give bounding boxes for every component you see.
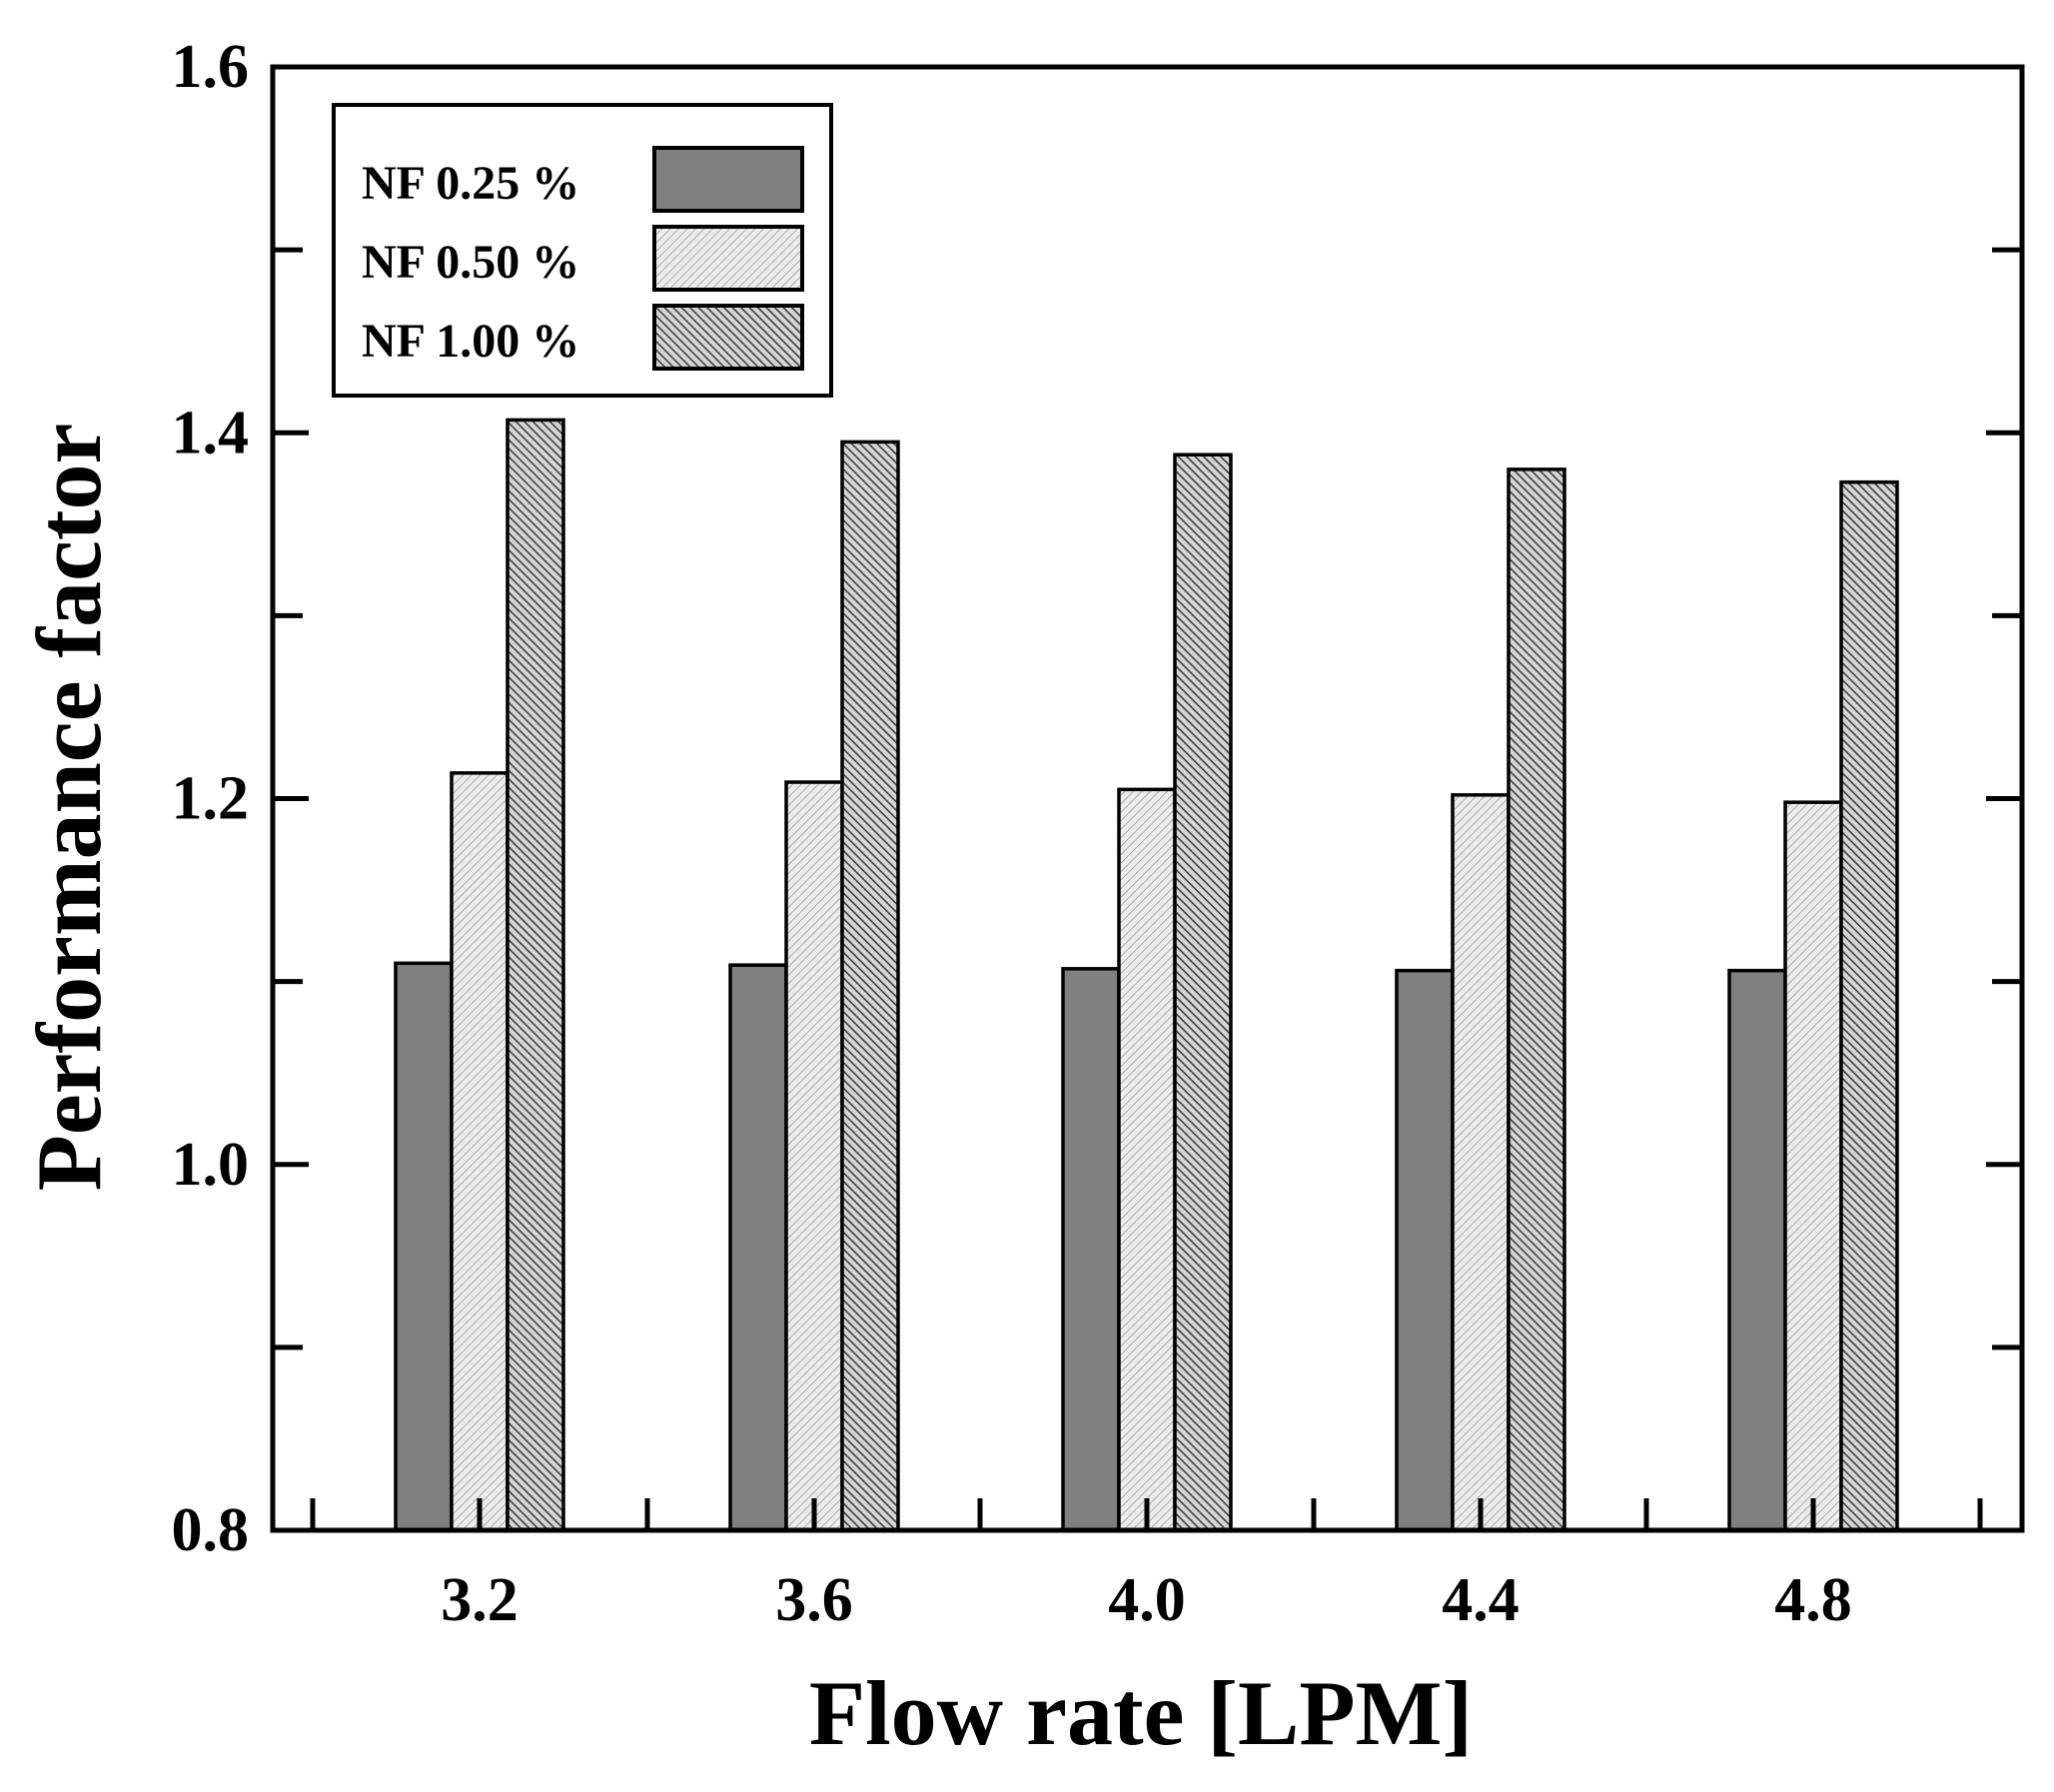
legend-label: NF 1.00 % bbox=[362, 315, 579, 368]
legend-label: NF 0.25 % bbox=[362, 157, 579, 210]
bar bbox=[728, 963, 788, 1532]
x-tick-label: 4.4 bbox=[1442, 1566, 1520, 1634]
plot-frame bbox=[270, 64, 2025, 1533]
bar bbox=[1061, 967, 1121, 1532]
bar bbox=[1839, 479, 1899, 1532]
y-tick-label: 1.6 bbox=[172, 33, 250, 101]
bar bbox=[1173, 452, 1233, 1532]
x-tick-labels: 3.2 3.6 4.0 4.4 4.8 bbox=[441, 1566, 1852, 1634]
bar bbox=[784, 780, 844, 1532]
legend: NF 0.25 % NF 0.50 % NF 1.00 % bbox=[332, 103, 833, 398]
x-tick-label: 3.2 bbox=[441, 1566, 518, 1634]
bar bbox=[1395, 968, 1455, 1532]
bar bbox=[1117, 787, 1177, 1532]
legend-label: NF 0.50 % bbox=[362, 236, 579, 289]
bar bbox=[1783, 800, 1843, 1532]
y-tick-labels: 0.8 1.0 1.2 1.4 1.6 bbox=[172, 33, 250, 1564]
x-tick-label: 4.0 bbox=[1108, 1566, 1186, 1634]
y-tick-label: 0.8 bbox=[172, 1496, 250, 1564]
x-tick-label: 3.6 bbox=[775, 1566, 853, 1634]
y-tick-label: 1.0 bbox=[172, 1131, 250, 1199]
ticks-group bbox=[273, 64, 2022, 1533]
legend-swatch bbox=[652, 304, 804, 371]
x-axis-title: Flow rate [LPM] bbox=[809, 1662, 1473, 1764]
bar bbox=[394, 961, 454, 1532]
bar bbox=[506, 418, 565, 1532]
bars-group bbox=[394, 418, 1899, 1532]
legend-swatch bbox=[652, 146, 804, 213]
bar bbox=[1507, 467, 1566, 1532]
y-axis-title: Performance factor bbox=[18, 424, 120, 1192]
bar bbox=[1451, 793, 1511, 1532]
bar bbox=[840, 440, 900, 1532]
y-tick-label: 1.4 bbox=[172, 399, 250, 466]
bar bbox=[450, 771, 510, 1532]
x-tick-label: 4.8 bbox=[1774, 1566, 1852, 1634]
bar bbox=[1727, 968, 1787, 1532]
legend-swatch bbox=[652, 225, 804, 292]
y-tick-label: 1.2 bbox=[172, 765, 250, 833]
